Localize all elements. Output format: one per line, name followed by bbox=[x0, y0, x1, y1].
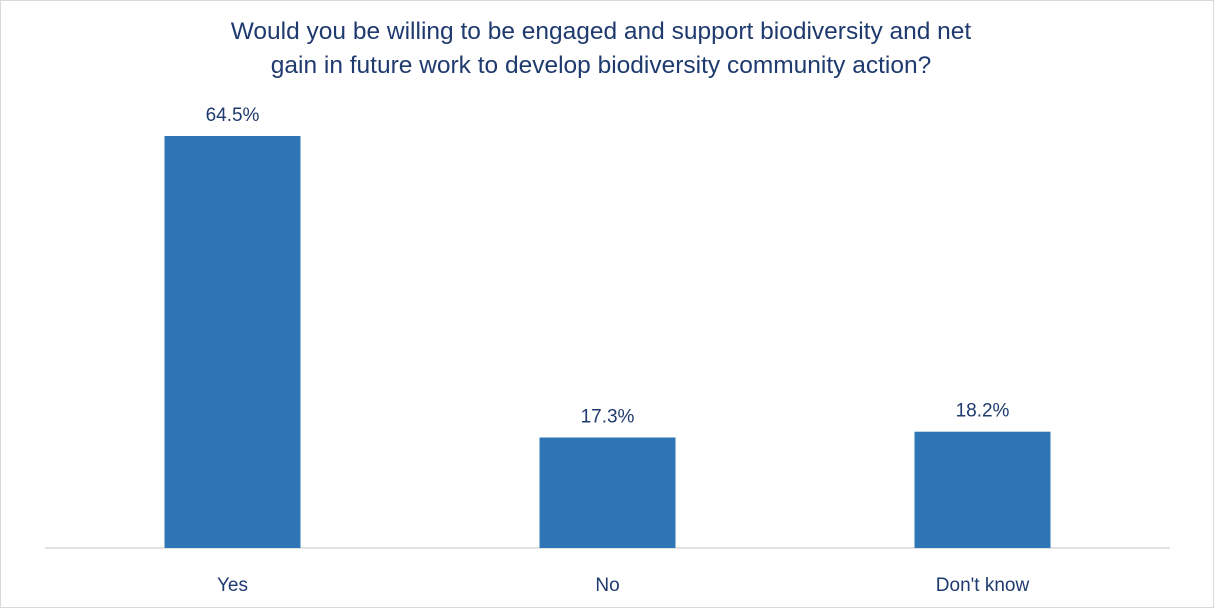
chart-title: Would you be willing to be engaged and s… bbox=[101, 15, 1101, 83]
chart-title-line-2: gain in future work to develop biodivers… bbox=[270, 52, 932, 79]
data-label-no: 17.3% bbox=[581, 407, 635, 428]
chart-title-line-1: Would you be willing to be engaged and s… bbox=[230, 18, 972, 45]
data-label-yes: 64.5% bbox=[206, 105, 260, 126]
bar-no bbox=[539, 437, 676, 548]
bar-don-t-know bbox=[914, 431, 1051, 548]
bar-yes bbox=[164, 136, 301, 548]
x-tick-label-yes: Yes bbox=[217, 575, 248, 596]
x-tick-label-no: No bbox=[595, 575, 619, 596]
x-tick-label-don-t-know: Don't know bbox=[936, 575, 1030, 596]
bars-group: 64.5% Yes 17.3% No 18.2% Don't know bbox=[164, 105, 1051, 596]
data-label-don-t-know: 18.2% bbox=[956, 401, 1010, 422]
